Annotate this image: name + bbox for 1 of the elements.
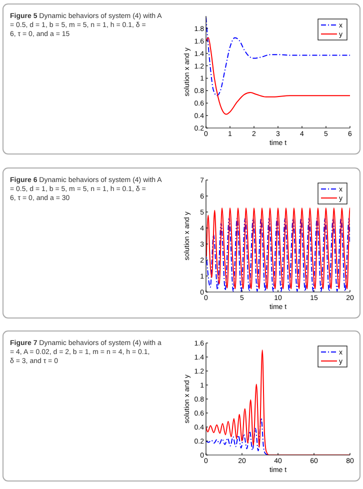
line-series bbox=[206, 37, 350, 115]
